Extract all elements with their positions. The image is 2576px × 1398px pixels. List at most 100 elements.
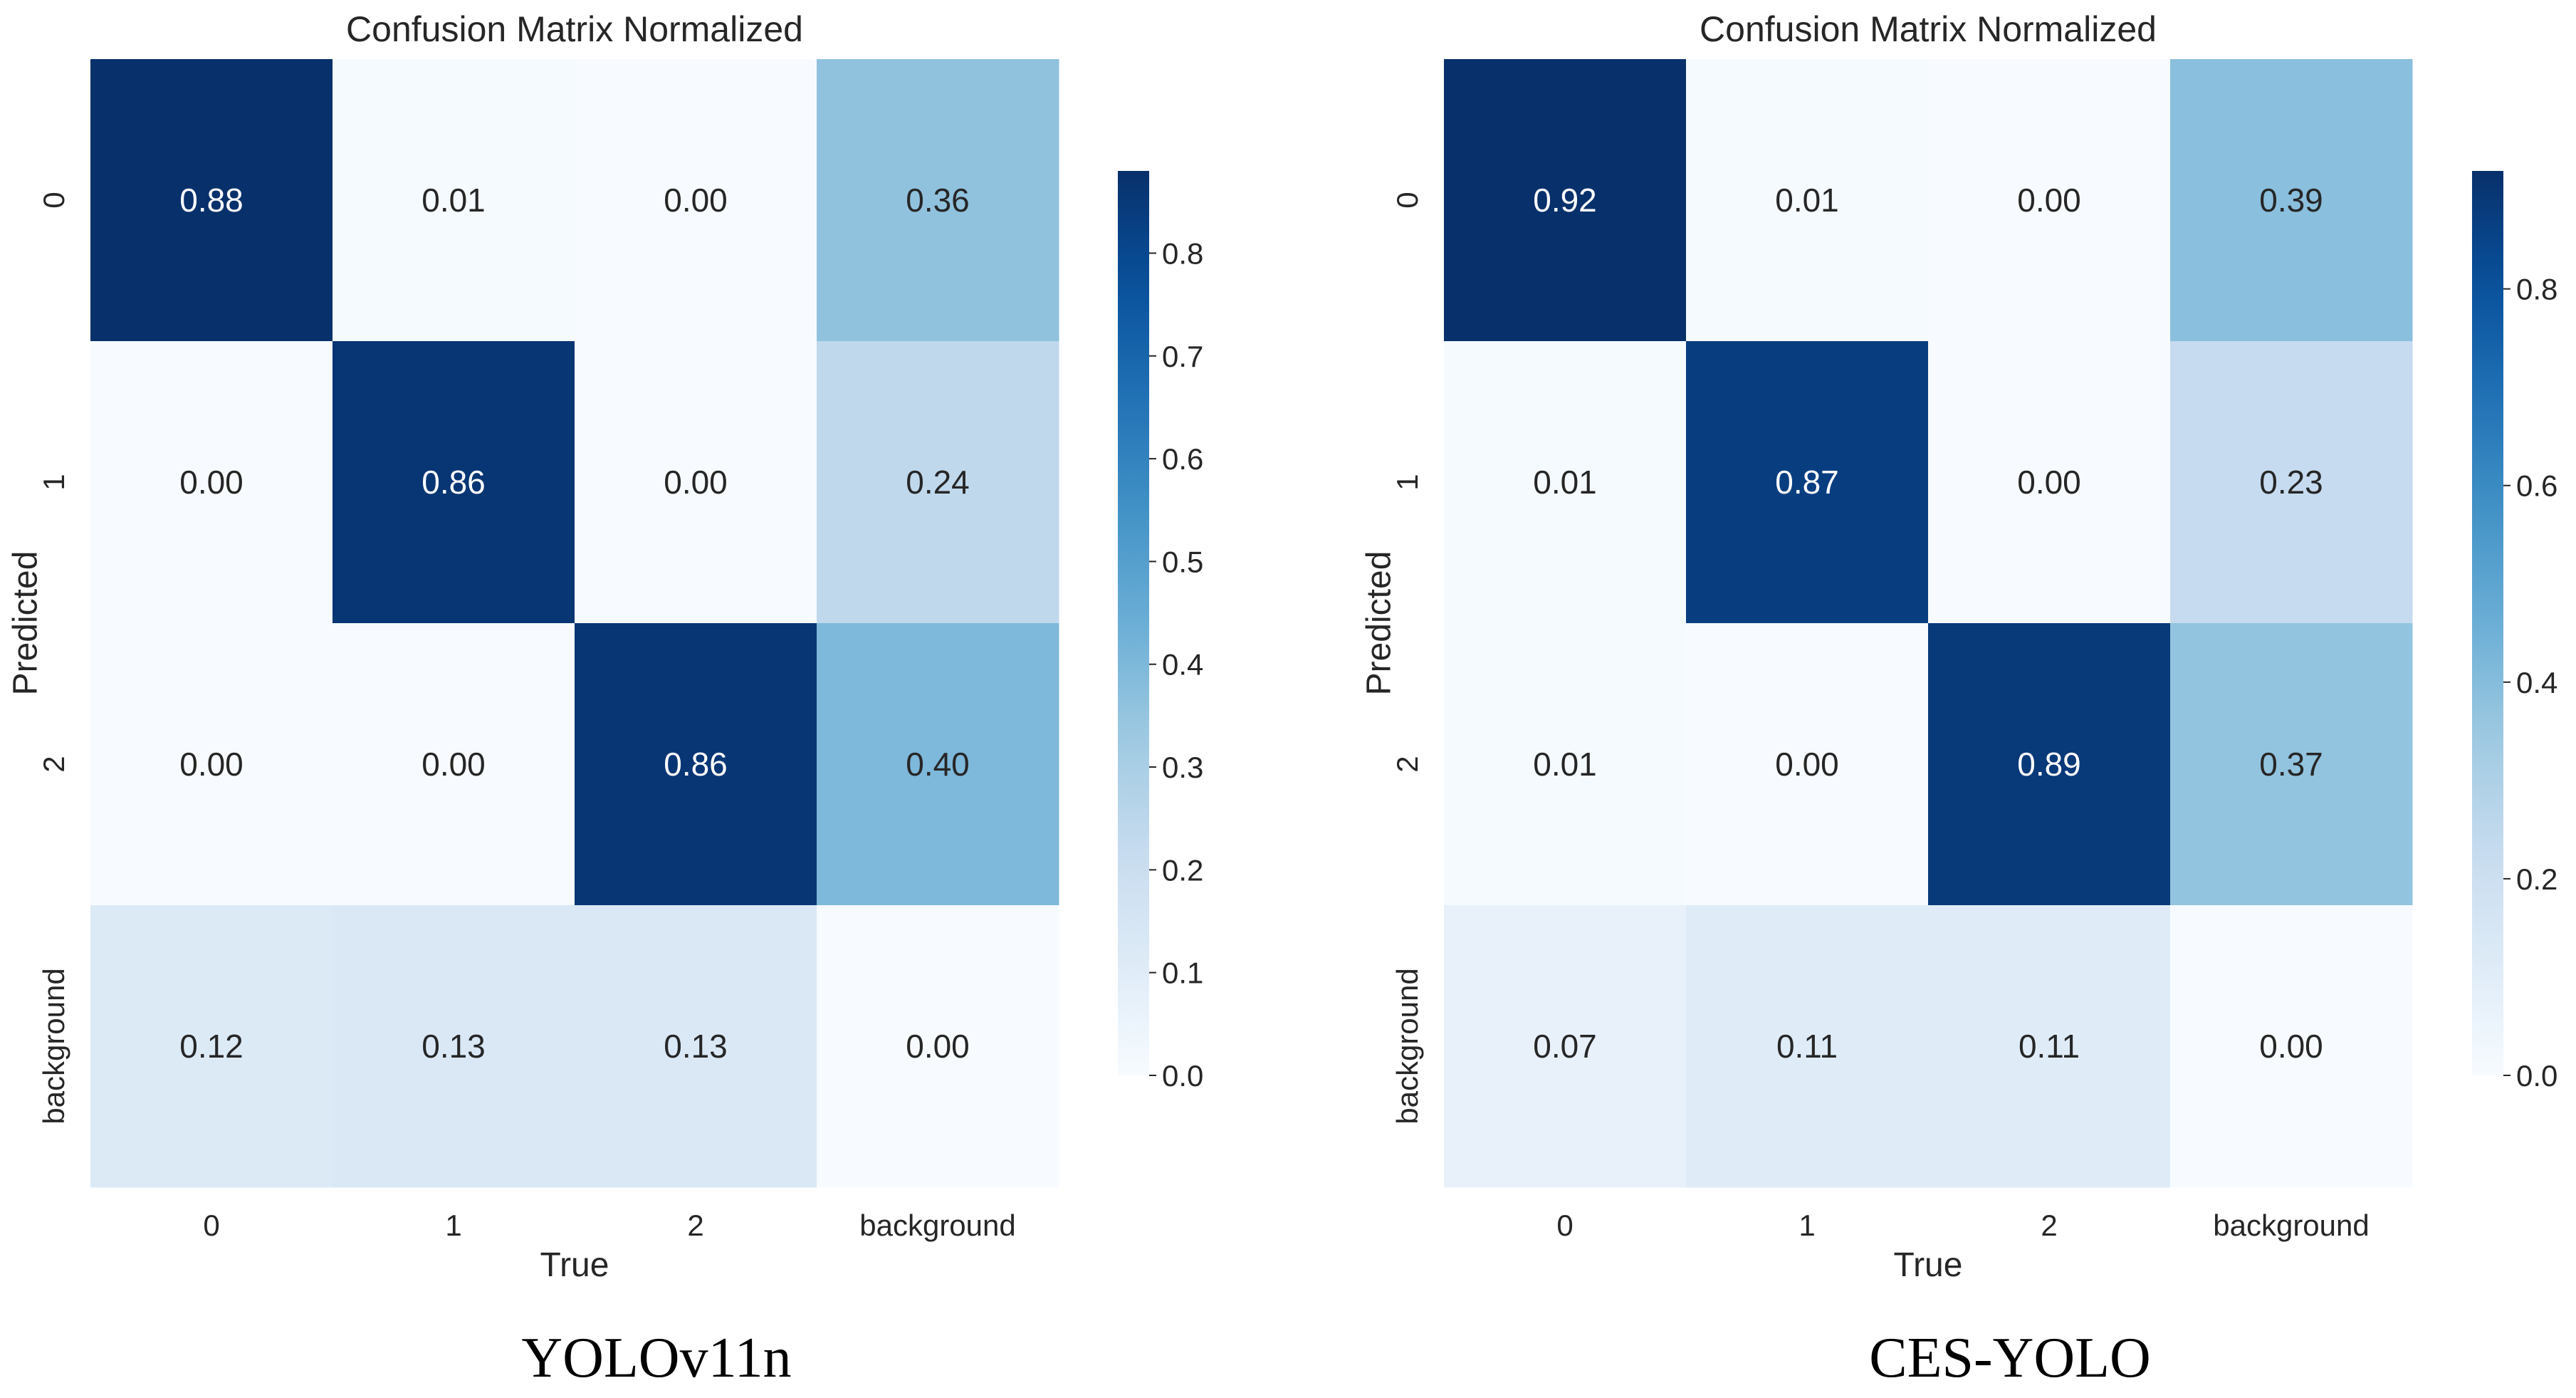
x-tick-label: 2 bbox=[687, 1209, 703, 1242]
cell-value-label: 0.00 bbox=[2017, 464, 2081, 501]
heatmap-cell bbox=[817, 623, 1059, 906]
colorbar-tick-label: 0.0 bbox=[1162, 1059, 1203, 1092]
heatmap-cell bbox=[2170, 341, 2413, 624]
panel-caption: YOLOv11n bbox=[521, 1327, 791, 1389]
x-axis-label: True bbox=[1894, 1246, 1963, 1284]
heatmap-cell bbox=[90, 905, 333, 1188]
cell-value-label: 0.11 bbox=[1776, 1028, 1838, 1065]
colorbar-tick-label: 0.4 bbox=[1162, 648, 1203, 682]
heatmap-cell bbox=[1686, 623, 1929, 906]
heatmap-cell bbox=[2170, 59, 2413, 342]
chart-title: Confusion Matrix Normalized bbox=[346, 9, 803, 49]
cell-value-label: 0.07 bbox=[1533, 1028, 1597, 1065]
cell-value-label: 0.00 bbox=[179, 746, 244, 783]
heatmap-cell bbox=[333, 623, 575, 906]
cell-value-label: 0.00 bbox=[1775, 746, 1839, 783]
heatmap-cell bbox=[1928, 341, 2171, 624]
y-axis-label: Predicted bbox=[7, 551, 45, 696]
x-tick-label: 2 bbox=[2041, 1209, 2057, 1242]
colorbar-tick-label: 0.5 bbox=[1162, 545, 1203, 578]
cell-value-label: 0.12 bbox=[179, 1028, 244, 1065]
heatmap-cell bbox=[90, 341, 333, 624]
cell-value-label: 0.00 bbox=[664, 464, 728, 501]
colorbar bbox=[2472, 171, 2503, 1075]
heatmap-cell bbox=[817, 59, 1059, 342]
cell-value-label: 0.13 bbox=[422, 1028, 486, 1065]
cell-value-label: 0.86 bbox=[422, 464, 486, 501]
cell-value-label: 0.40 bbox=[906, 746, 970, 783]
heatmap-cell bbox=[1444, 59, 1687, 342]
cell-value-label: 0.86 bbox=[664, 746, 728, 783]
cell-value-label: 0.01 bbox=[1533, 746, 1597, 783]
y-tick-label: 1 bbox=[1391, 474, 1424, 490]
cell-value-label: 0.00 bbox=[422, 746, 486, 783]
x-tick-label: 0 bbox=[1556, 1209, 1573, 1242]
cell-value-label: 0.00 bbox=[2259, 1028, 2323, 1065]
heatmap-cell bbox=[817, 905, 1059, 1188]
y-tick-label: 0 bbox=[37, 192, 70, 208]
y-tick-label: background bbox=[37, 968, 70, 1125]
cell-value-label: 0.13 bbox=[664, 1028, 728, 1065]
heatmap-cell bbox=[1444, 623, 1687, 906]
heatmap-cell bbox=[575, 341, 817, 624]
cell-value-label: 0.11 bbox=[2019, 1028, 2080, 1065]
cell-value-label: 0.24 bbox=[906, 464, 970, 501]
cell-value-label: 0.89 bbox=[2017, 746, 2081, 783]
heatmap-cell bbox=[90, 59, 333, 342]
y-tick-label: 2 bbox=[1391, 756, 1424, 772]
x-tick-label: background bbox=[859, 1209, 1016, 1242]
heatmap-cell bbox=[90, 623, 333, 906]
cell-value-label: 0.88 bbox=[179, 182, 244, 219]
cell-value-label: 0.23 bbox=[2259, 464, 2323, 501]
heatmap-cell bbox=[1928, 623, 2171, 906]
heatmap-cell bbox=[333, 905, 575, 1188]
cell-value-label: 0.92 bbox=[1533, 182, 1597, 219]
colorbar-tick-label: 0.0 bbox=[2516, 1059, 2557, 1092]
y-axis-label: Predicted bbox=[1361, 551, 1398, 696]
x-tick-label: 1 bbox=[1799, 1209, 1815, 1242]
colorbar-tick-label: 0.4 bbox=[2516, 666, 2557, 699]
panel-caption: CES-YOLO bbox=[1869, 1327, 2151, 1389]
heatmap-cell bbox=[1928, 59, 2171, 342]
heatmap-cell bbox=[1444, 341, 1687, 624]
heatmap-cell bbox=[2170, 623, 2413, 906]
cell-value-label: 0.00 bbox=[664, 182, 728, 219]
heatmap-cell bbox=[2170, 905, 2413, 1188]
heatmap-cell bbox=[1928, 905, 2171, 1188]
heatmap-cell bbox=[1686, 341, 1929, 624]
colorbar-tick-label: 0.2 bbox=[2516, 862, 2557, 896]
colorbar bbox=[1118, 171, 1149, 1075]
cell-value-label: 0.36 bbox=[906, 182, 970, 219]
cell-value-label: 0.00 bbox=[906, 1028, 970, 1065]
cell-value-label: 0.01 bbox=[1533, 464, 1597, 501]
x-tick-label: background bbox=[2213, 1209, 2370, 1242]
x-axis-label: True bbox=[540, 1246, 609, 1284]
colorbar-tick-label: 0.7 bbox=[1162, 340, 1203, 373]
heatmap-cell bbox=[1686, 905, 1929, 1188]
colorbar-tick-label: 0.2 bbox=[1162, 853, 1203, 887]
heatmap-cell bbox=[1686, 59, 1929, 342]
colorbar-tick-label: 0.1 bbox=[1162, 956, 1203, 990]
cell-value-label: 0.01 bbox=[422, 182, 486, 219]
heatmap-cell bbox=[333, 341, 575, 624]
colorbar-tick-label: 0.6 bbox=[2516, 469, 2557, 503]
x-tick-label: 0 bbox=[203, 1209, 219, 1242]
y-tick-label: 0 bbox=[1391, 192, 1424, 208]
cell-value-label: 0.01 bbox=[1775, 182, 1839, 219]
colorbar-tick-label: 0.8 bbox=[2516, 273, 2557, 306]
colorbar-tick-label: 0.8 bbox=[1162, 236, 1203, 270]
heatmap-cell bbox=[575, 623, 817, 906]
y-tick-label: 2 bbox=[37, 756, 70, 772]
heatmap-cell bbox=[575, 905, 817, 1188]
y-tick-label: background bbox=[1391, 968, 1424, 1125]
heatmap-cell bbox=[817, 341, 1059, 624]
y-tick-label: 1 bbox=[37, 474, 70, 490]
chart-title: Confusion Matrix Normalized bbox=[1700, 9, 2157, 49]
heatmap-cell bbox=[333, 59, 575, 342]
heatmap-cell bbox=[575, 59, 817, 342]
cell-value-label: 0.37 bbox=[2259, 746, 2323, 783]
colorbar-tick-label: 0.3 bbox=[1162, 751, 1203, 784]
